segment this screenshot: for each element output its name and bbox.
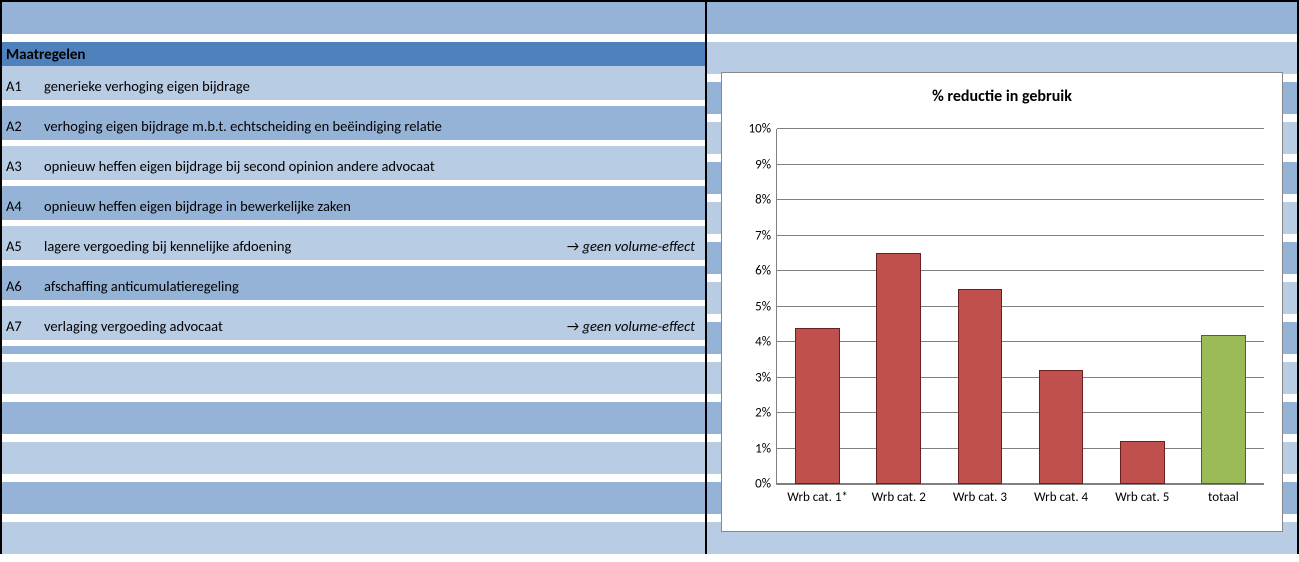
gridline [777,448,1264,449]
ytick-label: 10% [749,122,777,137]
gridline [777,341,1264,342]
ytick-label: 8% [755,193,777,208]
gridline [777,235,1264,236]
left-panel: Maatregelen A1generieke verhoging eigen b… [2,2,707,552]
chart-box: % reductie in gebruik 0%1%2%3%4%5%6%7%8%… [721,72,1283,532]
bar [876,253,921,484]
measure-text: opnieuw heffen eigen bijdrage bij second… [44,157,705,175]
bar [795,328,840,484]
ytick-label: 3% [755,370,777,385]
xtick-label: Wrb cat. 3 [953,484,1007,505]
container: Maatregelen A1generieke verhoging eigen b… [0,0,1299,554]
measure-note: → geen volume-effect [566,237,705,255]
measure-text: generieke verhoging eigen bijdrage [44,77,705,95]
right-panel: % reductie in gebruik 0%1%2%3%4%5%6%7%8%… [707,2,1297,552]
ytick-label: 4% [755,335,777,350]
xtick-label: totaal [1208,484,1239,505]
gridline [777,199,1264,200]
bar [1120,441,1165,484]
ytick-label: 5% [755,299,777,314]
measure-text: lagere vergoeding bij kennelijke afdoeni… [44,237,566,255]
measure-code: A4 [2,197,44,215]
measure-code: A5 [2,237,44,255]
chart-title: % reductie in gebruik [722,73,1282,114]
gridline [777,377,1264,378]
xtick-label: Wrb cat. 5 [1115,484,1169,505]
ytick-label: 6% [755,264,777,279]
gridline [777,483,1264,484]
measure-text: afschaffing anticumulatieregeling [44,277,705,295]
gridline [777,412,1264,413]
measure-note: → geen volume-effect [566,317,705,335]
ytick-label: 9% [755,157,777,172]
measure-code: A2 [2,117,44,135]
bar [1039,370,1084,484]
gridline [777,128,1264,129]
measure-code: A6 [2,277,44,295]
measure-text: opnieuw heffen eigen bijdrage in bewerke… [44,197,705,215]
gridline [777,164,1264,165]
measure-code: A1 [2,77,44,95]
measure-code: A7 [2,317,44,335]
ytick-label: 2% [755,406,777,421]
xtick-label: Wrb cat. 4 [1034,484,1088,505]
measures-header: Maatregelen [2,42,705,66]
measure-text: verhoging eigen bijdrage m.b.t. echtsche… [44,117,705,135]
measure-code: A3 [2,157,44,175]
gridline [777,270,1264,271]
bar [958,289,1003,484]
ytick-label: 7% [755,228,777,243]
gridline [777,306,1264,307]
plot-area: 0%1%2%3%4%5%6%7%8%9%10%Wrb cat. 1*Wrb ca… [776,129,1264,485]
measures-header-title: Maatregelen [2,46,85,64]
xtick-label: Wrb cat. 2 [872,484,926,505]
ytick-label: 0% [755,477,777,492]
xtick-label: Wrb cat. 1* [787,484,848,505]
measure-text: verlaging vergoeding advocaat [44,317,566,335]
ytick-label: 1% [755,441,777,456]
bar [1201,335,1246,484]
